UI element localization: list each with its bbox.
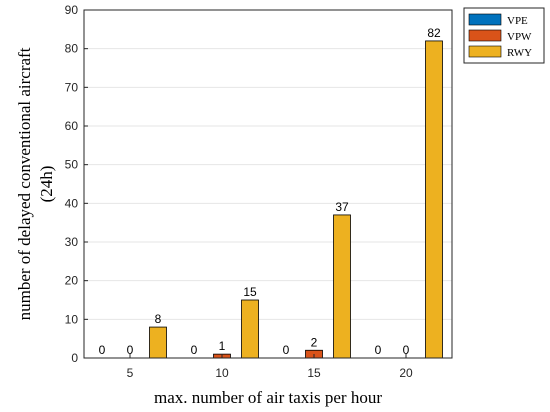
legend-label-vpw: VPW bbox=[507, 31, 532, 43]
data-label-vpw-20: 0 bbox=[403, 343, 410, 357]
legend-label-rwy: RWY bbox=[507, 47, 532, 59]
bar-rwy-20 bbox=[425, 40, 443, 359]
data-label-vpw-5: 0 bbox=[127, 343, 134, 357]
y-tick-label: 80 bbox=[65, 42, 79, 56]
x-axis-ticks: 5 10 15 20 bbox=[127, 354, 413, 380]
data-label-rwy-15: 37 bbox=[335, 200, 349, 214]
legend-swatch-vpw bbox=[468, 29, 502, 42]
data-label-vpw-15: 2 bbox=[311, 335, 318, 349]
legend-label-vpe: VPE bbox=[507, 15, 528, 27]
data-label-vpw-10: 1 bbox=[219, 339, 226, 353]
data-label-vpe-10: 0 bbox=[191, 343, 198, 357]
plot-area-border bbox=[83, 9, 453, 359]
legend-swatch-rwy bbox=[468, 45, 502, 58]
data-label-rwy-5: 8 bbox=[155, 312, 162, 326]
legend: VPE VPW RWY bbox=[463, 7, 545, 64]
y-tick-label: 70 bbox=[65, 80, 79, 94]
bars-group bbox=[149, 40, 443, 359]
x-tick-label: 20 bbox=[399, 366, 413, 380]
x-tick-label: 10 bbox=[215, 366, 229, 380]
x-tick-label: 5 bbox=[127, 366, 134, 380]
y-tick-label: 40 bbox=[65, 196, 79, 210]
data-label-rwy-10: 15 bbox=[243, 285, 257, 299]
y-axis-title: number of delayed conventional aircraft(… bbox=[15, 47, 56, 320]
y-tick-label: 60 bbox=[65, 119, 79, 133]
y-tick-label: 10 bbox=[65, 312, 79, 326]
x-axis-title: max. number of air taxis per hour bbox=[154, 388, 382, 407]
y-tick-label: 20 bbox=[65, 274, 79, 288]
data-label-vpe-20: 0 bbox=[375, 343, 382, 357]
bar-rwy-10 bbox=[241, 299, 259, 359]
bar-rwy-5 bbox=[149, 326, 167, 359]
data-labels-group: 0 0 8 0 1 15 0 2 37 0 0 82 bbox=[99, 26, 441, 357]
y-axis-title-line: (24h) bbox=[37, 166, 56, 203]
y-tick-label: 90 bbox=[65, 3, 79, 17]
legend-swatch-vpe bbox=[468, 13, 502, 26]
y-tick-label: 0 bbox=[71, 351, 78, 365]
y-axis-title-line: number of delayed conventional aircraft bbox=[15, 47, 34, 320]
y-tick-label: 50 bbox=[65, 158, 79, 172]
y-axis-ticks: 0 10 20 30 40 50 60 70 80 90 bbox=[65, 3, 88, 365]
data-label-vpe-15: 0 bbox=[283, 343, 290, 357]
data-label-rwy-20: 82 bbox=[427, 26, 441, 40]
x-tick-label: 15 bbox=[307, 366, 321, 380]
grid-lines bbox=[84, 48, 452, 320]
y-tick-label: 30 bbox=[65, 235, 79, 249]
data-label-vpe-5: 0 bbox=[99, 343, 106, 357]
bar-rwy-15 bbox=[333, 214, 351, 359]
